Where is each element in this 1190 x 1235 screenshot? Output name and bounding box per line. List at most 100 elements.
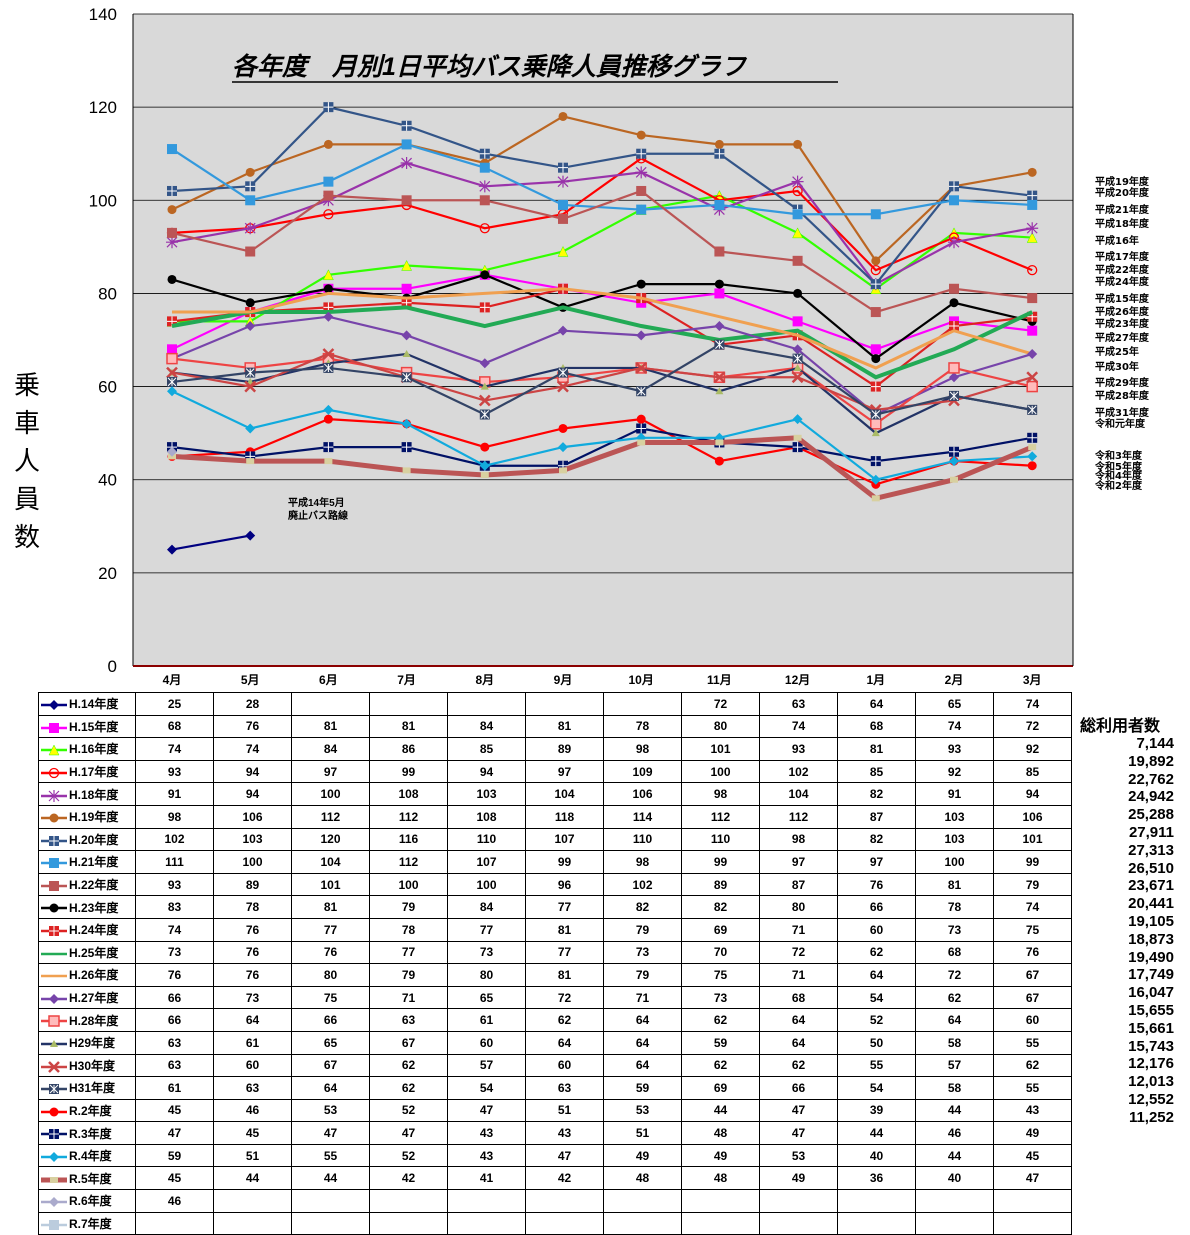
- table-row: H.16年度 74 74 84 86 85 89 98 101 93 81 93 92: [38, 737, 1072, 761]
- table-cell: 72: [681, 692, 760, 716]
- table-cell: 74: [993, 895, 1072, 919]
- legend-swatch-icon: [41, 952, 67, 955]
- series-8: [167, 185, 1038, 318]
- table-cell: 47: [993, 1166, 1072, 1191]
- data-point: [949, 181, 959, 192]
- row-label-text: H30年度: [69, 1058, 116, 1073]
- legend-label: 平成23年度: [1095, 319, 1149, 330]
- table-cell: 51: [603, 1121, 682, 1145]
- legend-label: 平成15年度: [1095, 294, 1149, 305]
- row-label-text: H.26年度: [69, 968, 119, 983]
- table-cell: 82: [837, 827, 916, 852]
- data-point: [479, 148, 490, 159]
- table-cell: 60: [213, 1053, 292, 1078]
- data-point: [167, 446, 177, 457]
- table-cell: 100: [447, 872, 526, 897]
- table-cell: 84: [447, 895, 526, 919]
- table-cell: 98: [603, 850, 682, 874]
- table-cell: 69: [681, 1076, 760, 1100]
- data-point: [949, 298, 959, 308]
- table-cell: 100: [681, 759, 760, 784]
- table-cell: 58: [915, 1030, 994, 1055]
- data-point: [166, 236, 178, 249]
- data-point: [871, 354, 881, 364]
- table-cell: 77: [291, 917, 370, 942]
- data-point: [637, 439, 646, 446]
- table-cell: 76: [837, 872, 916, 897]
- table-row: H.19年度 98 106 112 112 108 118 114 112 112 87 103 106: [38, 804, 1072, 829]
- data-point: [323, 139, 333, 149]
- data-point: [1026, 380, 1038, 393]
- table-cell: 55: [837, 1053, 916, 1078]
- table-cell: 54: [837, 1076, 916, 1100]
- legend-swatch-icon: [41, 1129, 67, 1140]
- table-cell: 81: [369, 714, 448, 739]
- row-label: R.5年度: [38, 1166, 136, 1191]
- table-cell: 93: [135, 872, 214, 897]
- x-tick-label: 3月: [1022, 673, 1042, 687]
- table-cell: 77: [525, 940, 604, 965]
- data-point: [245, 298, 255, 308]
- row-label: H.23年度: [38, 895, 136, 919]
- legend-label: 平成29年度: [1095, 378, 1149, 389]
- table-cell: 76: [213, 940, 292, 965]
- table-cell: 73: [447, 940, 526, 965]
- table-cell: 53: [759, 1143, 838, 1168]
- table-cell: 89: [213, 872, 292, 897]
- row-label: H.18年度: [38, 782, 136, 806]
- data-point: [1027, 199, 1038, 210]
- table-row: H.18年度 91 94 100 108 103 104 106 98 104 82 91 94: [38, 782, 1072, 806]
- totals-header: 総利用者数: [1080, 718, 1161, 735]
- y-tick-label: 0: [108, 657, 117, 676]
- data-point: [714, 199, 725, 210]
- table-cell: 43: [993, 1098, 1072, 1123]
- table-cell: 62: [369, 1053, 448, 1078]
- data-point: [401, 139, 412, 150]
- row-label-text: R.4年度: [69, 1149, 112, 1164]
- total-value: 12,176: [1128, 1055, 1174, 1073]
- y-axis-label-char: 車: [14, 409, 41, 439]
- table-cell: 71: [759, 917, 838, 942]
- table-cell: 62: [915, 985, 994, 1010]
- data-point: [948, 236, 960, 249]
- table-cell: [915, 1211, 994, 1235]
- series-22: [167, 446, 177, 457]
- data-point: [713, 371, 726, 384]
- data-point: [323, 176, 334, 187]
- table-cell: 48: [603, 1166, 682, 1191]
- table-cell: 71: [603, 985, 682, 1010]
- table-cell: 64: [525, 1030, 604, 1055]
- total-value: 17,749: [1128, 966, 1174, 984]
- series-line: [172, 287, 1033, 370]
- row-label: H.24年度: [38, 917, 136, 942]
- table-cell: 60: [837, 917, 916, 942]
- table-cell: 64: [291, 1076, 370, 1100]
- data-point: [792, 255, 803, 266]
- table-cell: 47: [291, 1121, 370, 1145]
- table-cell: 91: [135, 782, 214, 806]
- table-row: R.5年度 45 44 44 42 41 42 48 48 49 36 40 47: [38, 1166, 1072, 1191]
- table-cell: 64: [837, 963, 916, 987]
- legend-label: 平成17年度: [1095, 252, 1149, 263]
- legend-swatch-icon: [41, 1107, 67, 1117]
- table-row: H.14年度 25 28 72 63 64 65 74: [38, 692, 1072, 716]
- table-row: H.20年度 102 103 120 116 110 107 110 110 98 82 103 101: [38, 827, 1072, 852]
- data-point: [636, 423, 647, 434]
- table-cell: 103: [915, 804, 994, 829]
- table-cell: 67: [993, 963, 1072, 987]
- table-cell: 97: [525, 759, 604, 784]
- table-cell: 53: [291, 1098, 370, 1123]
- legend-swatch-icon: [41, 1015, 67, 1028]
- table-cell: 66: [759, 1076, 838, 1100]
- table-cell: 102: [135, 827, 214, 852]
- data-point: [245, 195, 256, 206]
- table-cell: 64: [915, 1008, 994, 1032]
- data-point: [1026, 222, 1039, 235]
- row-label: H.17年度: [38, 759, 136, 784]
- table-cell: 74: [213, 737, 292, 761]
- table-cell: 47: [759, 1098, 838, 1123]
- table-cell: 104: [291, 850, 370, 874]
- data-point: [1028, 444, 1037, 451]
- table-row: R.4年度 59 51 55 52 43 47 49 49 53 40 44 45: [38, 1143, 1072, 1168]
- table-cell: 76: [135, 963, 214, 987]
